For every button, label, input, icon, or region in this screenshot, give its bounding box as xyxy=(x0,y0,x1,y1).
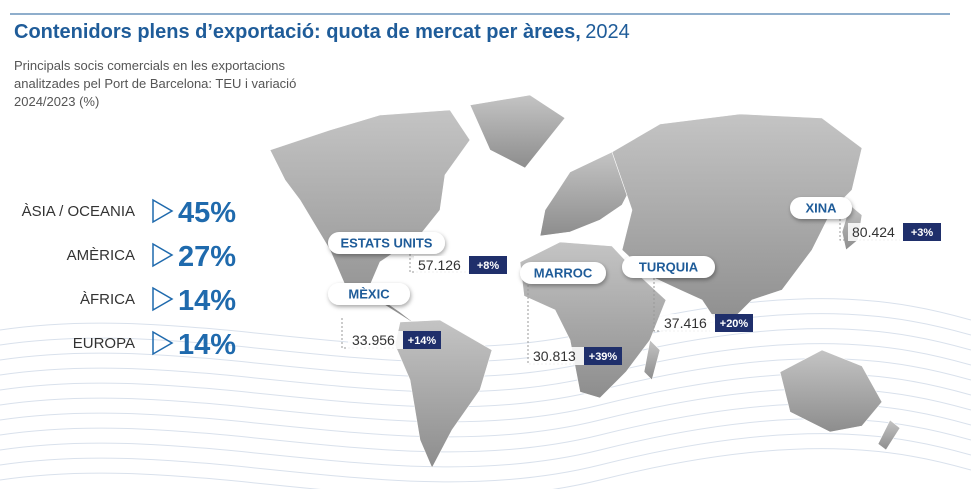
partner-name: MARROC xyxy=(534,266,593,281)
arrow-icon xyxy=(152,286,174,312)
partner-name: ESTATS UNITS xyxy=(341,236,433,251)
name-pill xyxy=(328,232,445,254)
partner-name: TURQUIA xyxy=(639,260,699,275)
share-value: 45% xyxy=(178,197,236,229)
teu-value: 57.126 xyxy=(418,257,461,273)
change-box xyxy=(715,314,753,332)
area-label: AMÈRICA xyxy=(67,247,135,264)
name-pill xyxy=(790,197,852,219)
teu-box xyxy=(529,347,585,365)
subtitle-line: 2024/2023 (%) xyxy=(14,94,99,109)
leader-line xyxy=(653,278,710,332)
arrow-icon xyxy=(152,242,174,268)
area-label: EUROPA xyxy=(73,335,135,352)
arrow-icon xyxy=(152,198,174,224)
callouts: ESTATS UNITS 57.126 +8% MÈXIC 33.956 +14% MARR… xyxy=(328,197,941,365)
subtitle-line: Principals socis comercials en les expor… xyxy=(14,58,285,73)
share-value: 14% xyxy=(178,329,236,361)
change-box xyxy=(469,256,507,274)
waves xyxy=(0,298,971,489)
share-value: 14% xyxy=(178,285,236,317)
partner-name: MÈXIC xyxy=(348,287,390,302)
name-pill xyxy=(328,283,410,305)
name-pill xyxy=(622,256,715,278)
area-label: ÀFRICA xyxy=(80,291,135,308)
shares-list: ÀSIA / OCEANIA 45% AMÈRICA 27% ÀFRICA 14% EURO… xyxy=(22,197,237,361)
teu-box xyxy=(348,331,404,349)
change-value: +8% xyxy=(477,260,500,272)
area-label: ÀSIA / OCEANIA xyxy=(22,203,135,220)
teu-box xyxy=(848,223,904,241)
change-value: +39% xyxy=(589,351,618,363)
change-value: +20% xyxy=(720,318,749,330)
teu-value: 33.956 xyxy=(352,332,395,348)
change-value: +3% xyxy=(911,227,934,239)
subtitle-line: analitzades pel Port de Barcelona: TEU i… xyxy=(14,76,296,91)
title-year: 2024 xyxy=(585,21,630,43)
name-pill xyxy=(520,262,606,284)
teu-value: 37.416 xyxy=(664,315,707,331)
teu-value: 30.813 xyxy=(533,348,576,364)
title: Contenidors plens d’exportació: quota de… xyxy=(14,21,630,43)
partner-name: XINA xyxy=(805,201,837,216)
change-box xyxy=(403,331,441,349)
change-box xyxy=(584,347,622,365)
change-value: +14% xyxy=(408,335,437,347)
title-text: Contenidors plens d’exportació: quota de… xyxy=(14,21,581,43)
arrow-icon xyxy=(152,330,174,356)
teu-value: 80.424 xyxy=(852,224,895,240)
teu-box xyxy=(660,314,716,332)
share-value: 27% xyxy=(178,241,236,273)
change-box xyxy=(903,223,941,241)
teu-box xyxy=(414,256,470,274)
